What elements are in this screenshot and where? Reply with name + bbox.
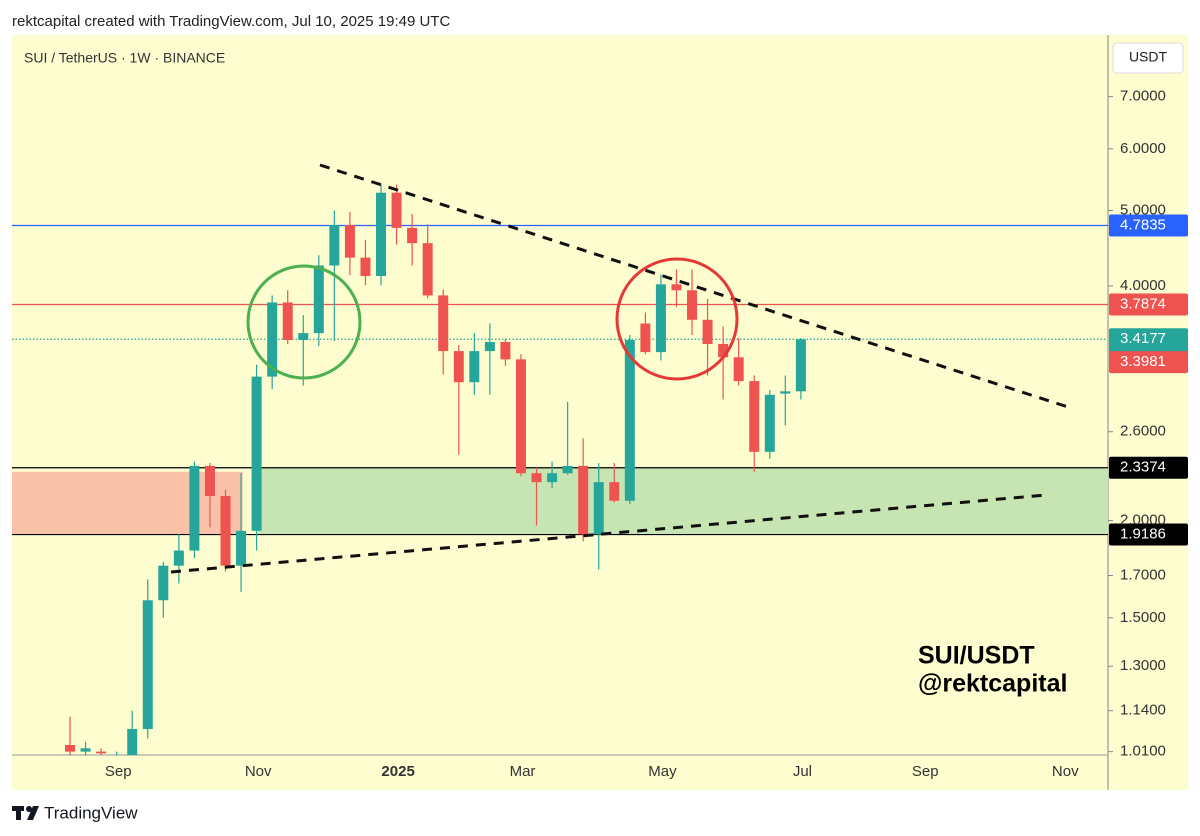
candle-body xyxy=(718,343,729,358)
x-tick-label: May xyxy=(648,763,677,780)
brand: TradingView xyxy=(44,803,138,822)
x-tick-label: Sep xyxy=(105,763,132,780)
candles xyxy=(65,184,806,755)
candle-body xyxy=(220,496,231,566)
zones xyxy=(12,467,1108,535)
candle-body xyxy=(687,290,698,320)
y-tick-label: 1.3000 xyxy=(1120,657,1166,674)
currency-box[interactable] xyxy=(1112,42,1184,74)
y-tick-label: 1.1400 xyxy=(1120,702,1166,719)
y-tick-label: 6.0000 xyxy=(1120,140,1166,157)
candle-body xyxy=(96,751,107,754)
candle-body xyxy=(298,333,309,340)
candle-body xyxy=(391,192,402,228)
currency[interactable]: USDT xyxy=(1129,49,1168,65)
candle-body xyxy=(360,257,371,277)
candle-body xyxy=(65,745,76,752)
candle-body xyxy=(158,565,169,601)
candle-body xyxy=(282,302,293,340)
price-label: 4.7835 xyxy=(1120,216,1166,233)
candle-body xyxy=(127,728,138,755)
candle-body xyxy=(453,351,464,383)
candle-body xyxy=(531,473,542,483)
candle-body xyxy=(671,284,682,291)
price-label-bg xyxy=(1109,293,1188,316)
y-tick-label: 5.0000 xyxy=(1120,201,1166,218)
price-label-bg xyxy=(1109,214,1188,237)
y-tick-label: 4.0000 xyxy=(1120,277,1166,294)
candle-body xyxy=(609,482,620,501)
candle-body xyxy=(624,339,635,501)
candle-body xyxy=(780,391,791,394)
chart-background xyxy=(12,35,1188,790)
candle-body xyxy=(313,265,324,334)
y-tick-label: 1.7000 xyxy=(1120,566,1166,583)
candle-body xyxy=(407,227,418,244)
brand-logo xyxy=(12,806,39,820)
watermark: @rektcapital xyxy=(918,670,1067,698)
candle-body xyxy=(593,482,604,535)
price-label: 3.4177 xyxy=(1120,330,1166,347)
candle-body xyxy=(795,339,806,392)
candle-body xyxy=(438,295,449,352)
candle-body xyxy=(749,381,760,452)
candle-body xyxy=(344,225,355,258)
trendline-lower xyxy=(170,493,1047,574)
candle-body xyxy=(267,302,278,377)
candle-body xyxy=(733,357,744,382)
x-tick-label: 2025 xyxy=(381,763,414,780)
candle-body xyxy=(251,376,262,531)
candle-body xyxy=(469,351,480,383)
candle-body xyxy=(547,473,558,483)
candle-body xyxy=(173,550,184,566)
y-tick-label: 2.0000 xyxy=(1120,511,1166,528)
watermark: SUI/USDT xyxy=(918,642,1035,670)
x-tick-label: Nov xyxy=(245,763,272,780)
candle-body xyxy=(236,530,247,566)
candle-body xyxy=(329,225,340,266)
price-label: 1.9186 xyxy=(1120,526,1166,543)
price-label-bg xyxy=(1109,351,1188,374)
x-tick-label: Sep xyxy=(912,763,939,780)
annotations xyxy=(170,163,1069,574)
header: rektcapital created with TradingView.com… xyxy=(12,13,450,30)
candle-body xyxy=(764,394,775,452)
x-tick-label: Mar xyxy=(510,763,536,780)
zone xyxy=(12,471,243,535)
candle-body xyxy=(376,192,387,277)
price-label: 2.3374 xyxy=(1120,459,1166,476)
candle-body xyxy=(142,600,153,729)
trendline-upper xyxy=(319,163,1069,409)
y-tick-label: 1.0100 xyxy=(1120,743,1166,760)
candle-body xyxy=(484,341,495,352)
candle-body xyxy=(422,243,433,296)
circle-green xyxy=(246,264,362,380)
circle-red xyxy=(615,257,739,381)
candle-body xyxy=(562,465,573,474)
candle-body xyxy=(80,748,91,752)
price-label-bg xyxy=(1109,523,1188,546)
price-label: 3.7874 xyxy=(1120,295,1166,312)
candle-body xyxy=(640,323,651,353)
y-tick-label: 2.6000 xyxy=(1120,423,1166,440)
candle-body xyxy=(204,465,215,497)
x-tick-label: Jul xyxy=(793,763,812,780)
candle-body xyxy=(702,319,713,344)
x-tick-label: Nov xyxy=(1052,763,1079,780)
candle-body xyxy=(578,465,589,535)
candle-body xyxy=(655,284,666,353)
price-label-bg xyxy=(1109,456,1188,479)
y-tick-label: 1.5000 xyxy=(1120,609,1166,626)
price-label: 3.3981 xyxy=(1120,353,1166,370)
candle-body xyxy=(189,465,200,551)
candle-body xyxy=(500,341,511,360)
candle-body xyxy=(515,359,526,474)
symbol-title: SUI / TetherUS · 1W · BINANCE xyxy=(24,50,225,66)
y-tick-label: 7.0000 xyxy=(1120,88,1166,105)
